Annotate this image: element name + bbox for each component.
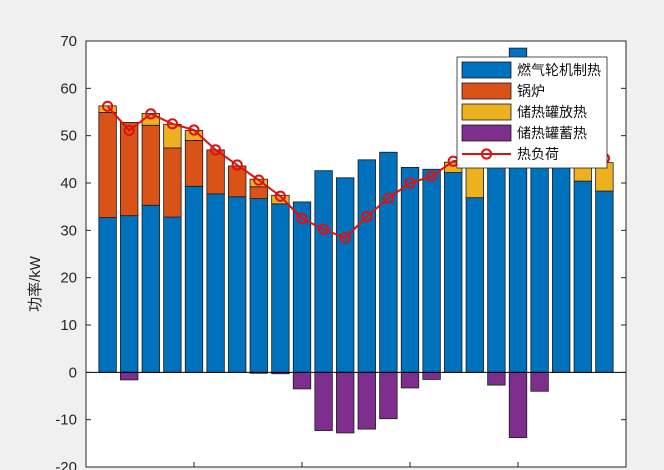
bar-4-13	[357, 371, 376, 430]
y-tick-label: 20	[60, 270, 77, 287]
bar-1-23	[573, 180, 592, 373]
bar-4-12	[336, 371, 355, 434]
bar-1-13	[357, 159, 376, 373]
load-point-12	[339, 232, 351, 244]
load-point-1	[102, 100, 114, 112]
bar-2-2	[120, 122, 139, 217]
bar-1-17	[444, 172, 463, 373]
bar-1-11	[314, 170, 333, 373]
y-tick-label: 0	[69, 364, 77, 381]
load-point-14	[382, 192, 394, 204]
bar-2-5	[184, 139, 204, 187]
legend-label-4: 储热罐蓄热	[517, 126, 587, 142]
legend-swatch-1	[461, 61, 512, 79]
load-point-3	[145, 108, 157, 120]
bar-1-7	[228, 196, 247, 373]
bar-1-24	[595, 190, 614, 373]
bar-1-10	[292, 201, 312, 373]
legend-swatch-2	[461, 82, 512, 100]
load-point-6	[210, 144, 222, 156]
y-tick-label: -10	[55, 412, 77, 429]
y-tick-label: 10	[60, 317, 77, 334]
bar-4-19	[487, 371, 506, 386]
bar-1-16	[422, 168, 441, 373]
bar-1-6	[206, 193, 225, 373]
bar-1-1	[98, 217, 117, 373]
y-tick-label: -20	[55, 459, 77, 470]
y-tick-label: 30	[60, 222, 77, 239]
bar-2-6	[206, 149, 225, 195]
bar-1-3	[141, 204, 160, 373]
bar-4-14	[379, 371, 398, 420]
bar-4-21	[530, 371, 549, 392]
load-point-10	[296, 212, 308, 225]
bar-4-20	[508, 371, 528, 439]
load-point-2	[123, 124, 135, 137]
load-point-16	[426, 170, 438, 182]
bar-1-12	[336, 177, 355, 373]
y-tick-label: 50	[60, 128, 77, 145]
bar-4-11	[314, 371, 333, 431]
load-point-4	[166, 118, 178, 130]
legend-label-5: 热负荷	[517, 147, 559, 163]
bar-1-8	[249, 198, 268, 373]
bar-4-2	[120, 371, 139, 381]
y-tick-label: 70	[60, 33, 77, 50]
bar-1-14	[379, 151, 398, 373]
legend-swatch-3	[461, 103, 512, 121]
bar-2-8	[249, 186, 268, 200]
y-axis-label: 功率/kW	[27, 255, 44, 312]
legend-label-2: 锅炉	[517, 84, 545, 100]
bar-1-18	[465, 197, 484, 373]
load-point-5	[188, 124, 200, 136]
bar-1-15	[400, 166, 420, 373]
bar-1-22	[552, 135, 571, 373]
load-point-15	[404, 177, 416, 189]
bar-2-3	[141, 124, 160, 206]
plot-frame	[85, 40, 627, 468]
bar-1-2	[120, 215, 139, 373]
bar-2-4	[163, 147, 182, 218]
load-point-9	[274, 190, 286, 202]
bar-1-5	[184, 185, 204, 373]
bar-3-1	[98, 105, 117, 113]
bar-4-10	[292, 371, 312, 390]
legend-label-3: 储热罐放热	[517, 105, 587, 121]
bar-2-1	[98, 112, 117, 218]
bar-3-18	[465, 165, 484, 199]
legend-swatch-4	[461, 124, 512, 142]
legend-marker	[480, 148, 493, 160]
load-point-8	[253, 174, 265, 186]
y-tick-label: 40	[60, 175, 77, 192]
load-point-7	[231, 159, 243, 171]
bar-1-19	[487, 135, 506, 373]
load-point-13	[361, 211, 373, 223]
bar-1-4	[163, 216, 182, 373]
bar-4-15	[400, 371, 420, 389]
legend-label-1: 燃气轮机制热	[517, 62, 601, 79]
bar-1-9	[271, 203, 290, 373]
load-point-11	[318, 223, 330, 235]
y-tick-label: 60	[60, 80, 77, 97]
bar-4-16	[422, 371, 441, 380]
